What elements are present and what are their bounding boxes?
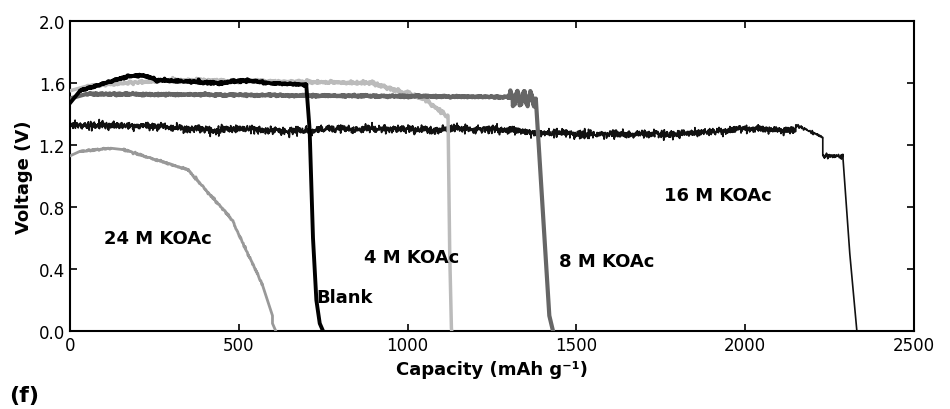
Text: 16 M KOAc: 16 M KOAc [664, 186, 771, 204]
X-axis label: Capacity (mAh g⁻¹): Capacity (mAh g⁻¹) [396, 360, 588, 378]
Y-axis label: Voltage (V): Voltage (V) [15, 120, 33, 233]
Text: 4 M KOAc: 4 M KOAc [364, 248, 459, 266]
Text: 24 M KOAc: 24 M KOAc [104, 229, 212, 247]
Text: 8 M KOAc: 8 M KOAc [560, 253, 655, 271]
Text: (f): (f) [10, 385, 40, 405]
Text: Blank: Blank [316, 288, 372, 306]
